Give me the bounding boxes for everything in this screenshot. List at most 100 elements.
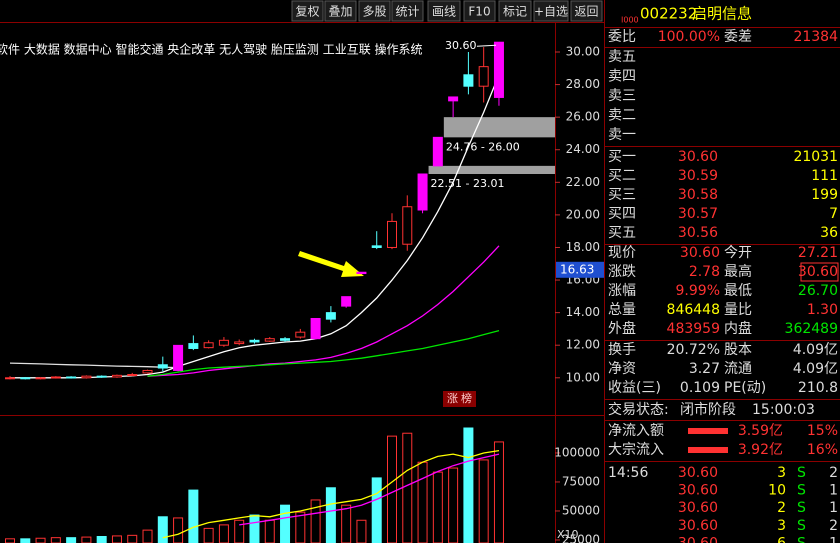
- panel-text: 买一: [608, 149, 636, 165]
- panel-text: 111: [811, 168, 838, 184]
- panel-text: 闭市阶段: [680, 401, 736, 418]
- panel-text: 10: [768, 483, 786, 499]
- panel-text: 210.8: [798, 380, 838, 396]
- toolbar-label[interactable]: 画线: [432, 5, 456, 19]
- panel-text: 量比: [724, 302, 752, 318]
- toolbar-label[interactable]: 标记: [503, 5, 527, 19]
- panel-text: 2.78: [689, 264, 720, 280]
- panel-text: 0.109: [680, 380, 720, 396]
- volume-bar: [463, 427, 474, 543]
- panel-text: 1: [829, 500, 838, 516]
- panel-text: 30.60: [678, 500, 718, 516]
- volume-bar: [66, 537, 77, 543]
- panel-text: S: [797, 483, 806, 499]
- y-tick-label: 50000: [562, 503, 600, 517]
- panel-text: 今开: [724, 245, 752, 261]
- candle-body: [173, 344, 184, 371]
- candle-body: [493, 41, 504, 98]
- panel-text: 委比: [608, 29, 636, 45]
- panel-text: 2: [777, 500, 786, 516]
- volume-bar: [417, 461, 428, 543]
- panel-text: 交易状态:: [608, 401, 669, 418]
- toolbar-label[interactable]: +自选: [534, 5, 568, 19]
- toolbar-label[interactable]: 多股: [362, 5, 386, 19]
- toolbar-button[interactable]: [570, 0, 603, 22]
- candle-body: [448, 96, 459, 102]
- toolbar-button[interactable]: [391, 0, 424, 22]
- panel-text: 委差: [724, 29, 752, 45]
- concept-tags: 软件 大数据 数据中心 智能交通 央企改革 无人驾驶 胎压监测 工业互联 操作系…: [0, 42, 423, 57]
- candle-body: [280, 338, 291, 341]
- panel-text: S: [797, 518, 806, 534]
- toolbar-label[interactable]: F10: [468, 5, 490, 19]
- volume-bar: [371, 477, 382, 543]
- ma-line: [147, 329, 500, 377]
- panel-text: 2: [829, 465, 838, 481]
- candle-body: [157, 364, 168, 369]
- volume-bar: [325, 487, 336, 543]
- panel-text: 30.60: [798, 264, 838, 280]
- panel-text: 流通: [724, 361, 752, 377]
- toolbar-label[interactable]: 叠加: [328, 5, 352, 19]
- panel-text: 大宗流入: [608, 442, 664, 458]
- cursor-price-label: 16.63: [560, 262, 594, 276]
- panel-text: 15:00:03: [752, 402, 815, 418]
- toolbar-button[interactable]: [498, 0, 532, 22]
- candle-body: [371, 245, 382, 248]
- volume-bar: [249, 514, 260, 543]
- axis: 10.0012.0014.0016.0018.0020.0022.0024.00…: [554, 44, 604, 543]
- toolbar-button[interactable]: [533, 0, 569, 22]
- panel-text: 483959: [667, 321, 720, 337]
- panel-text: 买二: [608, 168, 636, 184]
- unit-label: X10: [557, 528, 579, 541]
- gap-label: 22.51 - 23.01: [431, 177, 505, 190]
- toolbar-label[interactable]: 统计: [395, 5, 419, 19]
- panel-text: 7: [829, 206, 838, 222]
- candle-body: [5, 377, 15, 380]
- toolbar-label[interactable]: 返回: [574, 5, 598, 19]
- panel-text: 买五: [608, 225, 636, 241]
- volume-bar: [142, 529, 153, 543]
- toolbar-button[interactable]: [324, 0, 357, 22]
- volume-bar: [111, 535, 122, 543]
- candle-body: [463, 74, 474, 87]
- rank-badge-label: 涨榜: [447, 391, 475, 405]
- panel-text: 股本: [724, 342, 752, 358]
- toolbar-label[interactable]: 复权: [295, 5, 319, 19]
- y-tick-label: 100000: [554, 445, 600, 459]
- toolbar-button[interactable]: [358, 0, 391, 22]
- panel-text: 买三: [608, 187, 636, 203]
- panel-text: 6: [777, 535, 786, 543]
- panel-text: 2: [829, 518, 838, 534]
- rank-badge: [443, 391, 476, 407]
- candle-body: [402, 206, 413, 245]
- volume-bar: [218, 524, 229, 543]
- panel-text: 21384: [793, 29, 838, 45]
- volume-bar: [341, 504, 352, 543]
- toolbar-button[interactable]: [427, 0, 461, 22]
- toolbar-button[interactable]: [463, 0, 496, 22]
- toolbar: 复权 叠加 多股 统计 画线 F10 标记 +自选 返回: [291, 0, 603, 22]
- ma-line: [147, 245, 500, 377]
- panel-text: 100.00%: [658, 29, 720, 45]
- cursor-price-box: [556, 261, 604, 278]
- ma-line: [10, 74, 500, 379]
- panel-text: 外盘: [608, 320, 636, 337]
- toolbar-button[interactable]: [291, 0, 324, 22]
- candle-body: [387, 220, 397, 248]
- candle-body: [142, 369, 153, 374]
- panel-text: 买四: [608, 206, 636, 222]
- candle-body: [111, 374, 122, 378]
- y-tick-label: 14.00: [566, 305, 600, 319]
- panel-text: 最高: [724, 263, 752, 280]
- panel-text: 26.70: [798, 283, 838, 299]
- panel-text: 30.60: [678, 483, 718, 499]
- panel-text: 30.58: [678, 187, 718, 203]
- candle-body: [478, 66, 489, 87]
- panel-text: 9.99%: [676, 283, 720, 299]
- candle-body: [96, 375, 107, 378]
- y-tick-label: 18.00: [566, 240, 600, 254]
- candle-body: [341, 296, 352, 307]
- y-tick-label: 12.00: [566, 338, 600, 352]
- volume-bar: [157, 516, 168, 543]
